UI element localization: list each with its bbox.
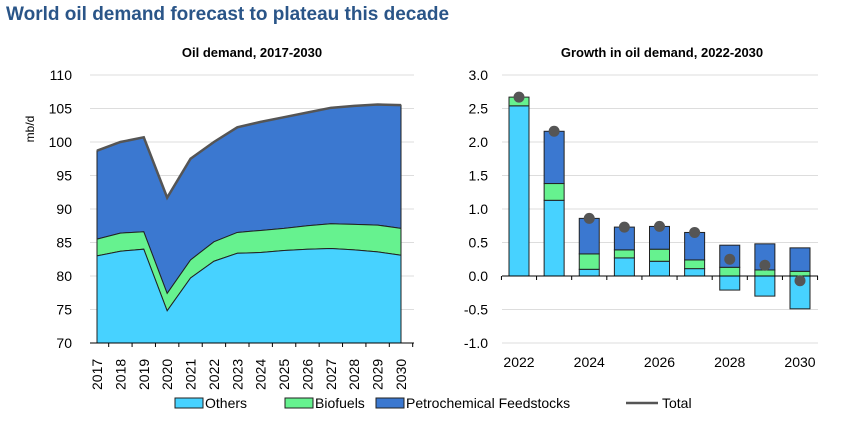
dot-total bbox=[689, 226, 701, 238]
left-x-tick-label: 2027 bbox=[323, 359, 339, 390]
right-x-tick-label: 2026 bbox=[644, 354, 675, 370]
bar-biofuels bbox=[543, 183, 565, 201]
right-y-tick-label: 1.5 bbox=[469, 168, 489, 184]
right-y-tick-label: 2.0 bbox=[469, 134, 489, 150]
bar-biofuels bbox=[684, 259, 706, 270]
dot-total bbox=[759, 259, 771, 271]
bar-biofuels bbox=[649, 248, 670, 262]
left-x-tick-label: 2029 bbox=[370, 359, 386, 390]
bar-others bbox=[508, 105, 530, 277]
left-x-tick-label: 2025 bbox=[276, 359, 292, 390]
bar-others bbox=[649, 260, 670, 277]
legend-swatch-others bbox=[174, 397, 204, 409]
right-x-tick-label: 2030 bbox=[784, 354, 815, 370]
dot-total bbox=[548, 125, 560, 137]
left-x-tick-label: 2018 bbox=[112, 359, 128, 390]
bar-others bbox=[684, 268, 706, 277]
right-x-tick-label: 2024 bbox=[574, 354, 605, 370]
line-total bbox=[96, 103, 402, 201]
dot-total bbox=[794, 275, 806, 287]
legend-label: Others bbox=[205, 395, 247, 411]
bar-petrochemical-feedstocks bbox=[543, 130, 565, 185]
area-others bbox=[96, 248, 402, 344]
legend-label: Total bbox=[662, 395, 692, 411]
bar-biofuels bbox=[754, 269, 776, 277]
right-y-tick-label: 0.0 bbox=[469, 268, 489, 284]
dot-total bbox=[654, 220, 665, 232]
bar-others bbox=[578, 268, 600, 277]
bar-others bbox=[613, 257, 635, 277]
left-y-tick-label: 105 bbox=[49, 101, 73, 117]
right-y-tick-label: -0.5 bbox=[464, 302, 488, 318]
left-y-tick-label: 75 bbox=[56, 302, 72, 318]
left-x-tick-label: 2017 bbox=[89, 359, 105, 390]
left-x-tick-label: 2020 bbox=[159, 359, 175, 390]
right-y-tick-label: -1.0 bbox=[464, 335, 488, 351]
right-chart-title: Growth in oil demand, 2022-2030 bbox=[561, 45, 763, 60]
legend-swatch-petrochemical-feedstocks bbox=[375, 397, 405, 409]
left-x-tick-label: 2026 bbox=[299, 359, 315, 390]
left-x-tick-label: 2023 bbox=[229, 359, 245, 390]
dot-total bbox=[513, 91, 525, 103]
left-x-tick-label: 2030 bbox=[393, 359, 409, 390]
left-x-tick-label: 2019 bbox=[136, 359, 152, 390]
left-x-tick-label: 2024 bbox=[253, 359, 269, 390]
left-y-tick-label: 70 bbox=[56, 335, 72, 351]
legend-label: Biofuels bbox=[315, 395, 365, 411]
dot-total bbox=[618, 221, 630, 233]
left-y-tick-label: 95 bbox=[56, 168, 72, 184]
bar-biofuels bbox=[613, 249, 635, 259]
right-y-tick-label: 3.0 bbox=[469, 67, 489, 83]
bar-others bbox=[719, 275, 741, 291]
bar-others bbox=[754, 275, 776, 297]
legend-label: Petrochemical Feedstocks bbox=[406, 395, 570, 411]
bar-petrochemical-feedstocks bbox=[789, 247, 811, 272]
bar-others bbox=[543, 199, 565, 277]
left-y-tick-label: 80 bbox=[56, 268, 72, 284]
right-x-tick-label: 2022 bbox=[503, 354, 534, 370]
dot-total bbox=[583, 212, 595, 224]
left-y-tick-label: 85 bbox=[56, 235, 72, 251]
right-y-tick-label: 0.5 bbox=[469, 235, 489, 251]
dot-total bbox=[724, 253, 736, 265]
left-x-tick-label: 2021 bbox=[183, 359, 199, 390]
right-y-tick-label: 1.0 bbox=[469, 201, 489, 217]
legend-swatch-biofuels bbox=[284, 397, 314, 409]
bar-biofuels bbox=[719, 266, 741, 277]
left-y-tick-label: 90 bbox=[56, 201, 72, 217]
left-y-axis-label: mb/d bbox=[23, 116, 37, 143]
left-chart-title: Oil demand, 2017-2030 bbox=[182, 45, 322, 60]
left-x-tick-label: 2022 bbox=[206, 359, 222, 390]
right-x-tick-label: 2028 bbox=[714, 354, 745, 370]
left-y-tick-label: 110 bbox=[50, 67, 73, 83]
left-y-tick-label: 100 bbox=[49, 134, 73, 150]
bar-biofuels bbox=[578, 253, 600, 270]
right-y-tick-label: 2.5 bbox=[469, 101, 489, 117]
left-x-tick-label: 2028 bbox=[346, 359, 362, 390]
figure-title: World oil demand forecast to plateau thi… bbox=[6, 4, 450, 25]
